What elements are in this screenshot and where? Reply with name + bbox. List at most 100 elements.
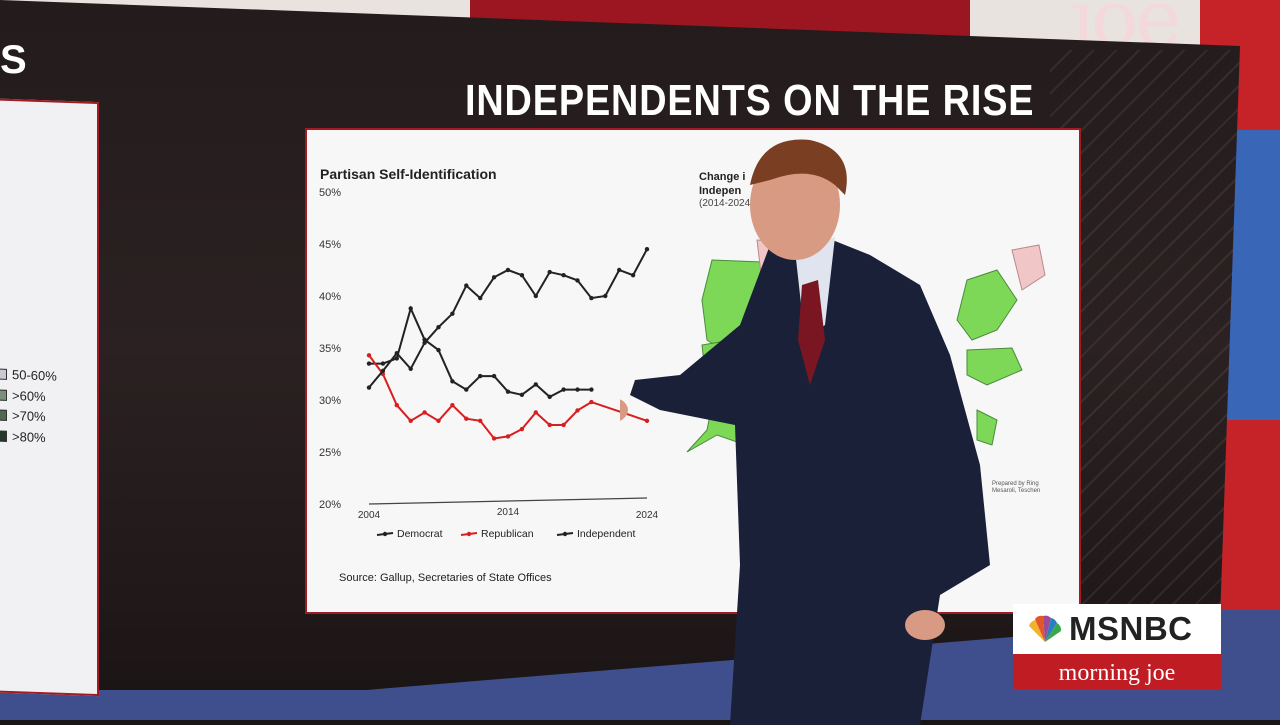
- data-point-republican: [436, 418, 441, 423]
- data-point-independent: [575, 278, 580, 283]
- chart-title: Partisan Self-Identification: [320, 166, 497, 182]
- data-point-independent: [478, 295, 483, 301]
- legend-item: >60%: [0, 387, 46, 404]
- data-point-republican: [491, 436, 497, 441]
- presenter-hand-right: [905, 610, 945, 640]
- data-point-independent: [561, 273, 566, 278]
- line-chart: 20% 25% 30% 35% 40% 45% 50% 2004 2014 2024 Democra…: [319, 187, 659, 540]
- peacock-icon: [1029, 615, 1062, 642]
- data-point-republican: [505, 434, 511, 439]
- legend-label: >80%: [12, 429, 46, 446]
- x-tick-label: 2024: [636, 510, 659, 521]
- data-point-republican: [547, 422, 552, 428]
- headline: INDEPENDENTS ON THE RISE: [465, 76, 1035, 125]
- x-tick-label: 2004: [358, 510, 381, 521]
- y-tick-label: 35%: [319, 343, 341, 355]
- legend-item: 50-60%: [0, 366, 57, 384]
- y-tick-label: 45%: [319, 239, 341, 251]
- data-point-democrat: [533, 382, 538, 387]
- logo-top-bar: MSNBC: [1013, 604, 1221, 654]
- data-point-independent: [422, 340, 427, 345]
- legend-swatch: [0, 368, 7, 380]
- data-point-independent: [450, 311, 455, 316]
- data-point-independent: [630, 273, 636, 278]
- legend-swatch: [0, 389, 7, 401]
- data-point-republican: [394, 403, 399, 408]
- left-map-card: 50-60% >60% >70% >80%: [0, 97, 99, 697]
- map-credit-line2: Mesaroli, Teschen: [992, 488, 1041, 494]
- network-logo: MSNBC morning joe: [1013, 604, 1221, 689]
- data-point-independent: [644, 247, 650, 252]
- legend-item: >80%: [0, 428, 46, 445]
- legend-label: 50-60%: [12, 367, 57, 384]
- presenter-body: [630, 235, 990, 725]
- presenter-hair: [750, 139, 847, 195]
- presenter-hand: [620, 399, 628, 421]
- data-point-democrat: [436, 347, 441, 353]
- left-panel-title-fragment: S: [0, 38, 27, 82]
- data-point-democrat: [561, 387, 566, 392]
- map-state-southeast: [976, 409, 998, 446]
- legend-marker-independent: [562, 531, 568, 537]
- data-point-independent: [408, 366, 413, 371]
- data-point-independent: [589, 295, 594, 301]
- presenter: [620, 139, 990, 725]
- show-name: morning joe: [1058, 660, 1176, 686]
- legend-item: >70%: [0, 407, 46, 424]
- data-point-republican: [589, 399, 594, 405]
- network-name: MSNBC: [1069, 610, 1193, 647]
- data-point-democrat: [547, 394, 552, 400]
- data-point-republican: [561, 422, 566, 428]
- legend-marker-democrat: [382, 531, 388, 537]
- decorative-stripes: [1050, 50, 1240, 620]
- map-subtitle: (2014-2024: [699, 198, 751, 209]
- map-state-east: [956, 269, 1018, 341]
- data-point-independent: [366, 385, 372, 390]
- data-point-independent: [519, 273, 525, 278]
- y-tick-label: 25%: [319, 447, 341, 459]
- data-point-republican: [478, 418, 483, 423]
- map-credit-line1: Prepared by Ring: [992, 481, 1039, 487]
- data-point-independent: [394, 351, 399, 356]
- data-point-democrat: [575, 387, 580, 392]
- data-point-independent: [533, 293, 538, 299]
- map-credit: Prepared by Ring Mesaroli, Teschen: [992, 481, 1040, 495]
- data-point-democrat: [505, 389, 511, 394]
- data-point-independent: [603, 293, 608, 299]
- data-point-republican: [519, 426, 525, 432]
- presenter-tie: [798, 280, 825, 385]
- data-point-republican: [422, 410, 427, 415]
- legend-swatch: [0, 409, 7, 421]
- map-state-northeast: [1011, 244, 1046, 291]
- data-point-republican: [408, 418, 413, 423]
- y-tick-label: 30%: [319, 395, 341, 407]
- x-tick-label: 2014: [497, 507, 520, 518]
- data-point-republican: [644, 418, 650, 423]
- legend-label: >60%: [12, 388, 46, 405]
- data-point-independent: [617, 267, 622, 273]
- map-state-east-2: [966, 347, 1023, 386]
- y-tick-label: 20%: [319, 499, 341, 511]
- data-point-independent: [505, 267, 511, 273]
- data-point-democrat: [519, 392, 525, 397]
- data-point-independent: [464, 283, 469, 288]
- legend-label-democrat: Democrat: [397, 528, 443, 540]
- legend-label-republican: Republican: [481, 528, 534, 540]
- data-point-democrat: [478, 373, 483, 379]
- data-point-democrat: [366, 361, 372, 366]
- data-point-democrat: [380, 361, 386, 366]
- y-tick-label: 50%: [319, 187, 341, 199]
- map-title: Change i Indepen: [699, 170, 745, 198]
- map-title-line1: Change i: [699, 171, 746, 183]
- map-title-line2: Indepen: [699, 185, 742, 197]
- data-point-democrat: [394, 356, 399, 361]
- y-tick-label: 40%: [319, 291, 341, 303]
- data-point-democrat: [464, 387, 469, 392]
- legend-label: >70%: [12, 408, 46, 425]
- series-line-democrat: [369, 305, 592, 399]
- legend-marker-republican: [466, 531, 472, 537]
- data-point-independent: [547, 269, 552, 275]
- data-point-independent: [491, 275, 497, 280]
- legend-label-independent: Independent: [577, 528, 635, 540]
- series-line-republican: [368, 354, 648, 440]
